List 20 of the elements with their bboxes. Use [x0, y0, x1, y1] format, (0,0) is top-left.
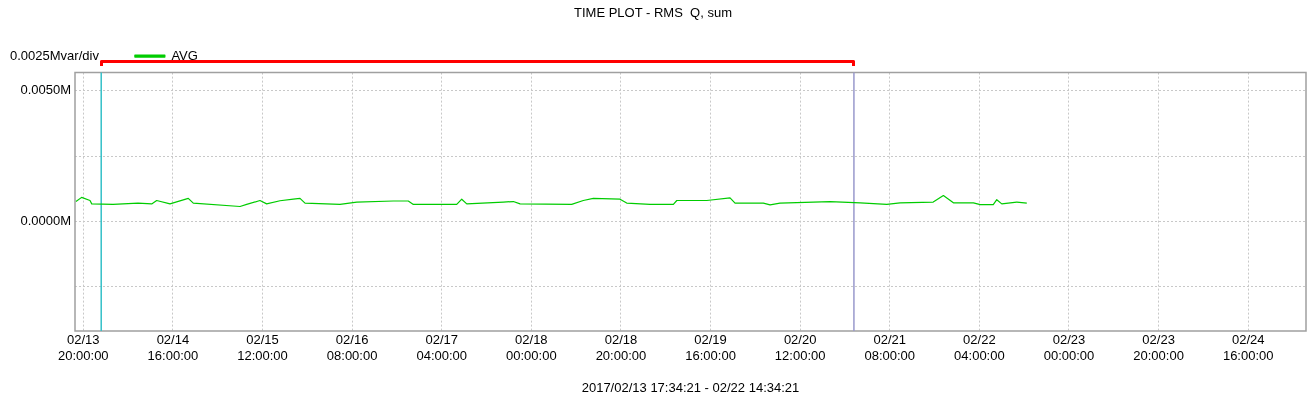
x-tick-label: 02/19 16:00:00 — [685, 332, 736, 363]
x-tick-label: 02/22 04:00:00 — [954, 332, 1005, 363]
y-tick-label: 0.0050M — [20, 82, 71, 98]
x-tick-label: 02/23 20:00:00 — [1133, 332, 1184, 363]
y-tick-label: 0.0000M — [20, 212, 71, 228]
x-tick-label: 02/18 00:00:00 — [506, 332, 557, 363]
x-axis-title: 2017/02/13 17:34:21 - 02/22 14:34:21 — [581, 379, 800, 395]
x-tick-label: 02/16 08:00:00 — [326, 332, 378, 363]
chart-title: TIME PLOT - RMS Q, sum — [574, 5, 732, 21]
x-tick-label: 02/15 12:00:00 — [237, 332, 288, 363]
x-tick-label: 02/24 16:00:00 — [1222, 332, 1274, 363]
x-tick-label: 02/13 20:00:00 — [57, 332, 109, 363]
x-tick-label: 02/20 12:00:00 — [774, 332, 826, 363]
x-tick-label: 02/21 08:00:00 — [864, 332, 916, 363]
x-tick-label: 02/23 00:00:00 — [1043, 332, 1095, 363]
x-tick-label: 02/17 04:00:00 — [416, 332, 468, 363]
text: 0.0025Mvar/div — [10, 47, 100, 63]
legend-label: AVG — [171, 47, 198, 63]
x-tick-label: 02/14 16:00:00 — [147, 332, 199, 363]
x-tick-label: 02/18 20:00:00 — [595, 332, 647, 363]
